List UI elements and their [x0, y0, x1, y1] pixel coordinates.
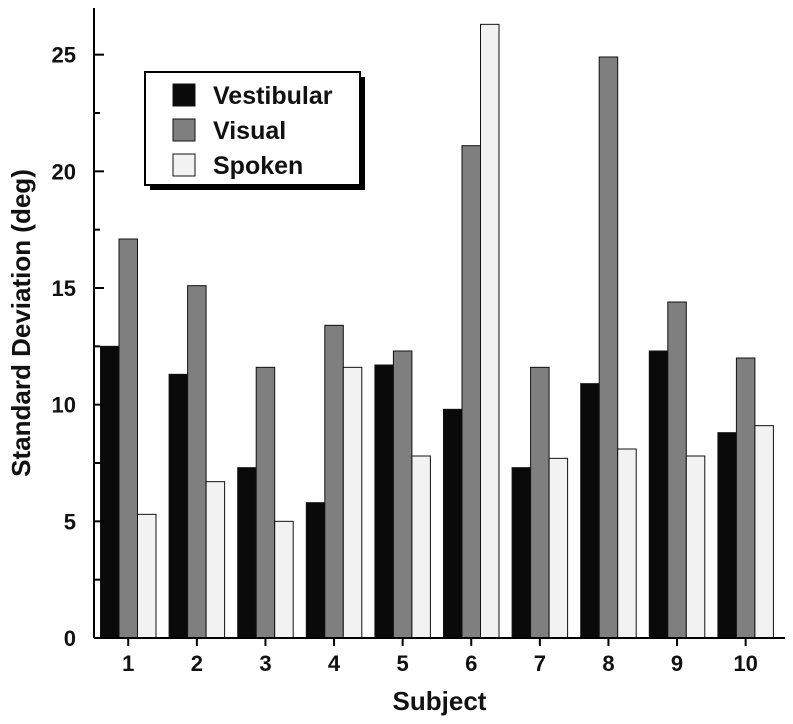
bar-vestibular-subject-8	[580, 383, 600, 639]
y-tick-label-5: 5	[64, 509, 76, 534]
y-tick-label-15: 15	[52, 276, 76, 301]
x-axis-title: Subject	[393, 686, 487, 716]
bar-visual-subject-9	[667, 301, 687, 639]
x-tick-label-5: 5	[397, 651, 409, 676]
bar-vestibular-subject-4	[305, 502, 326, 639]
y-axis-ticks: 0 5 10 15 20 25	[52, 43, 104, 651]
x-axis-ticks: 1 2 3 4 5 6 7 8 9 10	[122, 638, 758, 676]
bar-vestibular-subject-1	[100, 345, 120, 639]
bar-vestibular-subject-10	[717, 432, 737, 639]
legend-label-vestibular: Vestibular	[213, 82, 333, 110]
x-tick-label-9: 9	[671, 651, 683, 676]
y-axis-title: Standard Deviation (deg)	[6, 169, 36, 477]
bar-visual-subject-5	[392, 350, 413, 639]
bar-visual-subject-6	[461, 145, 481, 639]
bar-spoken-subject-6	[480, 23, 500, 639]
bar-spoken-subject-5	[411, 455, 431, 639]
bars-group	[100, 23, 774, 639]
legend-swatch-visual	[172, 118, 196, 142]
bar-spoken-subject-7	[548, 457, 569, 639]
legend: Vestibular Visual Spoken	[144, 71, 365, 190]
bar-vestibular-subject-7	[511, 467, 532, 639]
bar-spoken-subject-2	[205, 481, 226, 639]
x-tick-label-10: 10	[733, 651, 757, 676]
bar-visual-subject-8	[598, 56, 619, 639]
x-tick-label-1: 1	[122, 651, 134, 676]
x-tick-label-7: 7	[534, 651, 546, 676]
y-tick-label-10: 10	[52, 393, 76, 418]
x-tick-label-6: 6	[465, 651, 477, 676]
legend-label-visual: Visual	[213, 117, 286, 145]
legend-swatch-spoken	[172, 153, 196, 177]
bar-visual-subject-10	[735, 357, 756, 639]
y-tick-label-0: 0	[64, 626, 76, 651]
bar-spoken-subject-4	[342, 366, 363, 639]
x-tick-label-8: 8	[602, 651, 614, 676]
legend-swatch-vestibular	[172, 83, 196, 107]
bar-vestibular-subject-5	[374, 364, 394, 639]
bar-vestibular-subject-3	[237, 467, 257, 639]
bar-spoken-subject-10	[754, 425, 774, 639]
bar-visual-subject-4	[324, 324, 344, 639]
bar-spoken-subject-3	[274, 520, 294, 639]
bar-visual-subject-7	[530, 366, 550, 639]
x-tick-label-3: 3	[259, 651, 271, 676]
bar-vestibular-subject-9	[648, 350, 669, 639]
legend-label-spoken: Spoken	[213, 152, 303, 180]
bar-spoken-subject-1	[137, 513, 157, 639]
bar-vestibular-subject-6	[443, 408, 463, 639]
bar-vestibular-subject-2	[168, 373, 189, 639]
x-tick-label-2: 2	[191, 651, 203, 676]
x-tick-label-4: 4	[328, 651, 341, 676]
bar-visual-subject-1	[118, 238, 138, 639]
bar-spoken-subject-9	[685, 455, 706, 639]
bar-spoken-subject-8	[617, 448, 637, 639]
y-tick-label-25: 25	[52, 43, 76, 68]
bar-visual-subject-3	[255, 366, 276, 639]
y-tick-label-20: 20	[52, 159, 76, 184]
bar-visual-subject-2	[187, 285, 207, 639]
